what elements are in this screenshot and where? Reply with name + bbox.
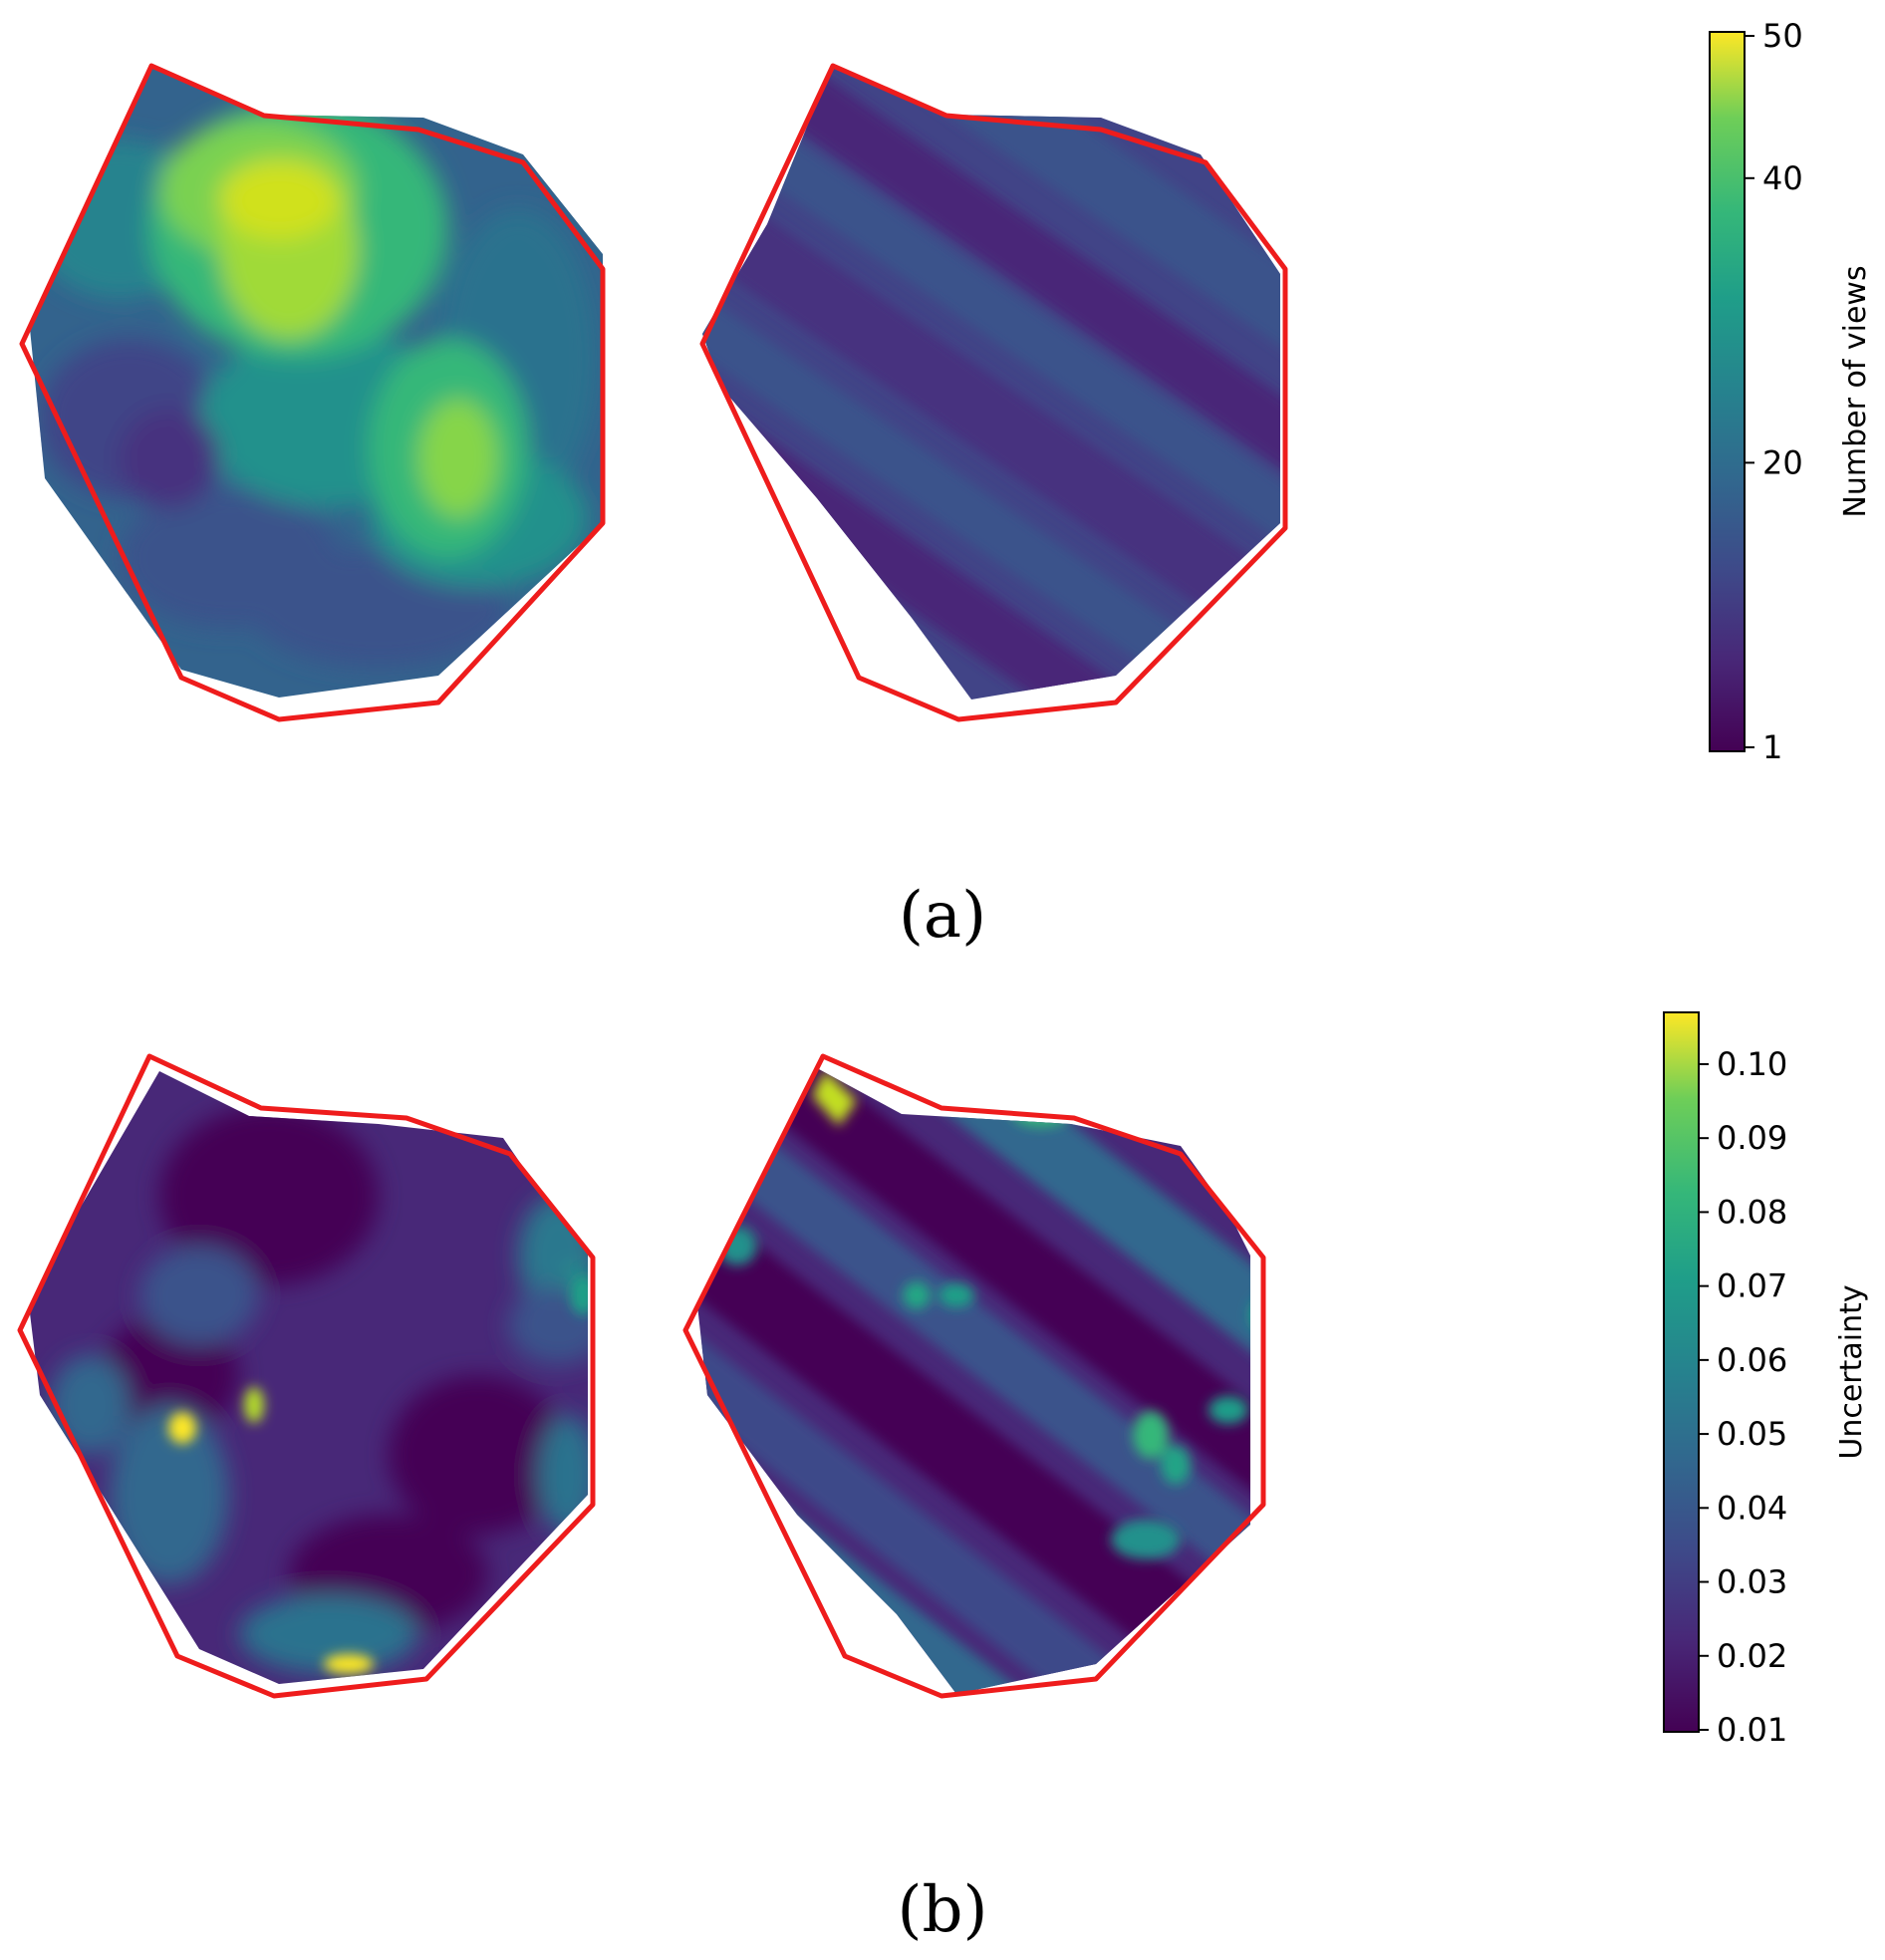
views-map-right bbox=[699, 63, 1288, 722]
colorbar-label: Uncertainty bbox=[1834, 1284, 1869, 1459]
views-map-left bbox=[19, 63, 606, 722]
colorbar-tick-label: 0.09 bbox=[1717, 1119, 1787, 1157]
colorbar-tick-label: 50 bbox=[1762, 17, 1803, 55]
colorbar-tick-label: 1 bbox=[1762, 728, 1782, 766]
boundary-polygon bbox=[17, 1053, 596, 1699]
colorbar-tick-label: 0.03 bbox=[1717, 1563, 1787, 1601]
boundary-polygon bbox=[682, 1053, 1266, 1699]
colorbar-tick-label: 0.05 bbox=[1717, 1415, 1787, 1453]
colorbar-tick-label: 0.01 bbox=[1717, 1711, 1787, 1749]
colorbar-tick-label: 0.06 bbox=[1717, 1341, 1787, 1379]
colorbar-tick-label: 0.10 bbox=[1717, 1045, 1787, 1083]
colorbar-bar bbox=[1663, 1011, 1700, 1733]
boundary-polygon bbox=[699, 63, 1288, 722]
uncertainty-map-left bbox=[17, 1053, 596, 1699]
uncertainty-map-right bbox=[682, 1053, 1266, 1699]
colorbar-tick-label: 20 bbox=[1762, 443, 1803, 481]
colorbar-label: Number of views bbox=[1838, 265, 1873, 517]
panel-label-a: (a) bbox=[899, 879, 986, 953]
colorbar-tick-label: 0.02 bbox=[1717, 1637, 1787, 1675]
colorbar-bar bbox=[1709, 31, 1746, 752]
colorbar-tick-label: 0.08 bbox=[1717, 1193, 1787, 1231]
boundary-polygon bbox=[19, 63, 606, 722]
colorbar-uncertainty: 0.01 0.02 0.03 0.04 0.05 0.06 0.07 0.08 0.09 0.10… bbox=[1663, 1011, 1869, 1749]
colorbar-tick-label: 0.07 bbox=[1717, 1267, 1787, 1305]
panel-label-b: (b) bbox=[898, 1873, 988, 1947]
colorbar-tick-label: 40 bbox=[1762, 159, 1803, 197]
colorbar-views: 1 20 40 50 Number of views bbox=[1709, 17, 1873, 766]
colorbar-tick-label: 0.04 bbox=[1717, 1489, 1787, 1527]
